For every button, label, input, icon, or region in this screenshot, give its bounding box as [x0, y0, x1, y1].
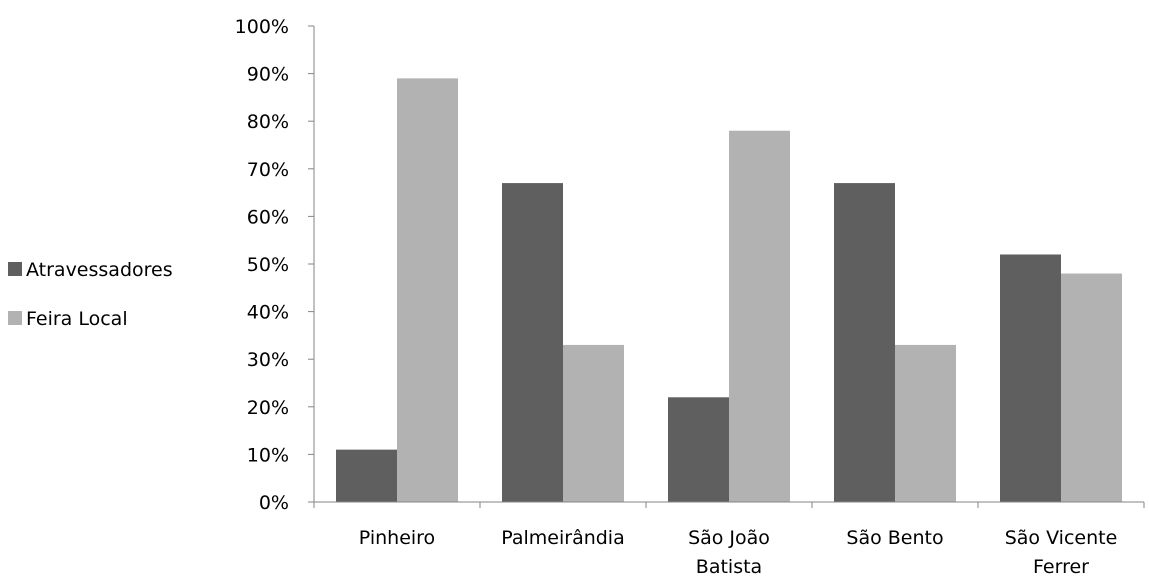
x-category-label: Palmeirândia: [501, 527, 624, 549]
y-tick-label: 80%: [247, 111, 289, 133]
bar-feira-local: [563, 344, 624, 502]
bar-feira-local: [895, 344, 956, 502]
y-tick-label: 50%: [247, 254, 289, 276]
legend: Atravessadores Feira Local: [8, 259, 173, 330]
legend-label: Feira Local: [26, 308, 128, 330]
y-tick-label: 10%: [247, 444, 289, 466]
y-tick-label: 60%: [247, 206, 289, 228]
bar-feira-local: [397, 78, 458, 503]
bar-feira-local: [1061, 273, 1122, 502]
y-tick-label: 20%: [247, 397, 289, 419]
x-category-label: São João Batista: [688, 527, 770, 578]
bar-feira-local: [729, 130, 790, 502]
x-category-label: São Bento: [846, 527, 943, 549]
bar-atravessadores: [834, 183, 895, 502]
x-category-label: São Vicente Ferrer: [1005, 527, 1118, 578]
legend-label: Atravessadores: [26, 259, 173, 281]
y-axis: 0% 10% 20% 30% 40% 50% 60% 70% 80% 90% 100%: [235, 16, 315, 514]
legend-swatch: [8, 311, 22, 325]
bar-atravessadores: [668, 397, 729, 502]
y-tick-label: 0%: [259, 492, 289, 514]
y-tick-label: 40%: [247, 302, 289, 324]
bar-atravessadores: [1000, 254, 1061, 502]
bar-atravessadores: [502, 183, 563, 502]
x-axis: Pinheiro Palmeirândia São João Batista São B…: [313, 501, 1145, 578]
y-tick-label: 90%: [247, 64, 289, 86]
bar-atravessadores: [336, 449, 397, 502]
y-tick-label: 100%: [235, 16, 289, 38]
y-tick-label: 30%: [247, 349, 289, 371]
x-category-label: Pinheiro: [359, 527, 435, 549]
y-tick-label: 70%: [247, 159, 289, 181]
legend-swatch: [8, 262, 22, 276]
bars: [336, 78, 1122, 503]
